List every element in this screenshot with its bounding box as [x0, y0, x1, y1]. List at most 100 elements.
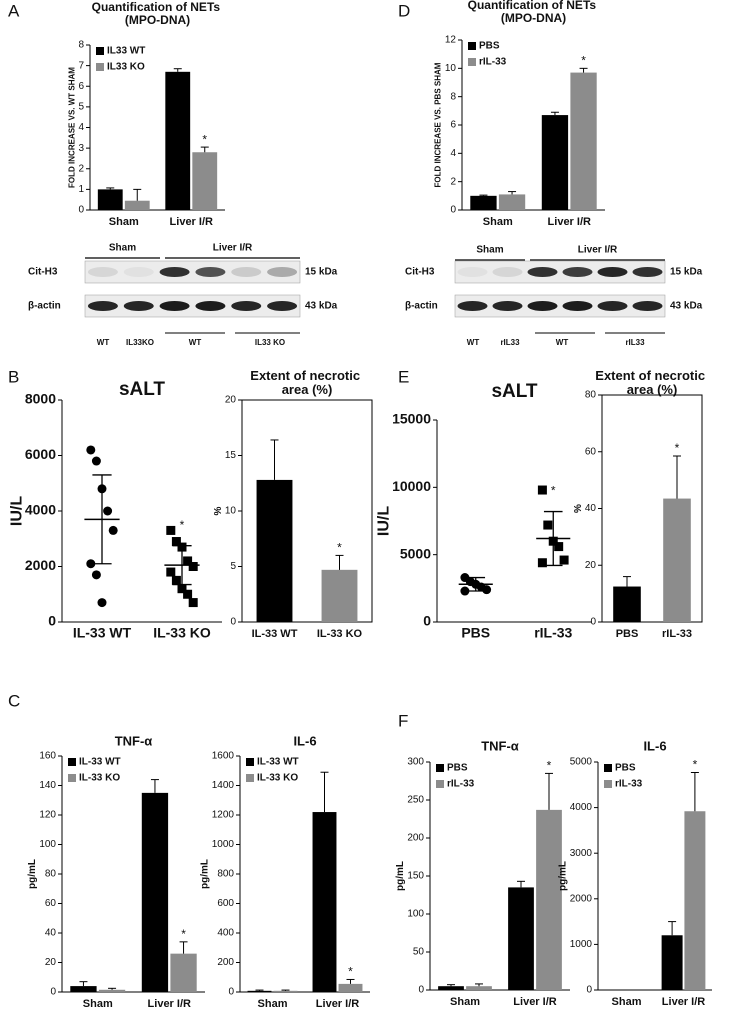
y-axis-label: FOLD INCREASE VS. PBS SHAM — [434, 62, 443, 187]
bar — [661, 935, 683, 990]
data-point — [537, 558, 547, 568]
data-point — [554, 542, 564, 552]
y-tick-label: 15 — [225, 450, 237, 461]
blot-band — [632, 267, 663, 277]
y-tick-label: 0 — [450, 205, 456, 216]
bar — [438, 986, 464, 990]
chart-title: Extent of necrotic area (%) — [595, 368, 708, 397]
bar — [470, 195, 497, 210]
x-tick-label: IL-33 WT — [73, 625, 132, 641]
legend-swatch — [604, 780, 612, 788]
blot-band — [562, 267, 593, 277]
blot-band — [492, 301, 523, 311]
data-point — [188, 598, 198, 608]
legend-label: rIL-33 — [479, 57, 507, 68]
legend-swatch — [96, 47, 104, 55]
data-point — [86, 445, 96, 455]
y-tick-label: 5000 — [400, 545, 431, 561]
x-tick-label: Sham — [109, 216, 139, 228]
significance-label: * — [337, 541, 342, 555]
y-axis-label: pg/mL — [395, 861, 406, 891]
legend-swatch — [96, 63, 104, 71]
y-tick-label: 2 — [78, 163, 84, 174]
data-point — [188, 562, 198, 571]
significance-label: * — [551, 484, 556, 498]
y-tick-label: 5 — [230, 561, 236, 572]
blot-band — [159, 267, 190, 277]
y-tick-label: 40 — [585, 503, 597, 514]
y-tick-label: 0 — [50, 987, 56, 998]
blot-row-label: β-actin — [405, 301, 438, 312]
y-axis-label: % — [573, 504, 584, 513]
x-tick-label: Liver I/R — [513, 996, 556, 1008]
bar — [570, 72, 597, 210]
bar — [97, 189, 123, 210]
x-tick-label: Sham — [483, 216, 513, 228]
bar — [508, 887, 534, 990]
y-tick-label: 20 — [225, 395, 237, 406]
blot-size-label: 43 kDa — [670, 301, 703, 312]
y-tick-label: 0 — [586, 985, 592, 996]
blot-size-label: 15 kDa — [305, 267, 338, 278]
panel-label: A — [8, 1, 20, 20]
x-tick-label: Sham — [450, 996, 480, 1008]
y-tick-label: 2000 — [570, 893, 593, 904]
data-point — [171, 537, 181, 547]
legend-swatch — [246, 774, 254, 782]
y-tick-label: 3 — [78, 143, 84, 154]
blot-row-label: Cit-H3 — [405, 267, 435, 278]
y-tick-label: 600 — [217, 898, 234, 909]
bar — [70, 986, 97, 992]
chart-title: IL-6 — [293, 733, 316, 748]
legend-label: IL-33 KO — [257, 773, 298, 784]
y-tick-label: 2000 — [25, 557, 56, 573]
data-point — [91, 456, 101, 466]
x-tick-label: PBS — [461, 625, 490, 641]
legend-label: rIL-33 — [447, 779, 475, 790]
panel-label: E — [398, 367, 409, 386]
data-point — [166, 567, 176, 577]
y-tick-label: 1000 — [212, 839, 235, 850]
blot-band — [159, 301, 190, 311]
x-tick-label: Sham — [83, 998, 113, 1010]
bar — [663, 498, 691, 622]
data-point — [171, 575, 181, 585]
bar — [312, 812, 337, 992]
bar — [536, 809, 562, 990]
blot-band — [195, 267, 226, 277]
lane-label: IL33KO — [126, 338, 154, 347]
bar — [321, 569, 358, 622]
bar — [98, 989, 126, 992]
y-tick-label: 200 — [217, 957, 234, 968]
y-tick-label: 120 — [39, 810, 56, 821]
blot-band — [457, 267, 488, 277]
y-tick-label: 8 — [78, 40, 84, 51]
y-tick-label: 250 — [407, 795, 424, 806]
blot-band — [267, 267, 298, 277]
y-tick-label: 0 — [48, 613, 56, 629]
chart-title: TNF-α — [115, 733, 153, 748]
y-axis-label: pg/mL — [557, 861, 568, 891]
y-tick-label: 4000 — [25, 502, 56, 518]
lane-label: WT — [467, 338, 480, 347]
y-tick-label: 1200 — [212, 810, 235, 821]
data-point — [183, 589, 193, 599]
blot-band — [267, 301, 298, 311]
y-axis-label: FOLD INCREASE VS. WT SHAM — [67, 67, 76, 188]
data-point — [537, 485, 547, 495]
y-tick-label: 4000 — [570, 802, 593, 813]
bar — [684, 811, 706, 990]
bar — [613, 586, 641, 622]
y-tick-label: 20 — [585, 560, 597, 571]
y-tick-label: 140 — [39, 780, 56, 791]
y-tick-label: 1600 — [212, 751, 235, 762]
significance-label: * — [202, 132, 207, 146]
y-tick-label: 100 — [39, 839, 56, 850]
y-tick-label: 0 — [228, 987, 234, 998]
y-axis-label: pg/mL — [199, 859, 210, 889]
bar — [338, 983, 363, 992]
legend-swatch — [436, 780, 444, 788]
data-point — [97, 598, 107, 608]
legend-label: PBS — [479, 41, 500, 52]
